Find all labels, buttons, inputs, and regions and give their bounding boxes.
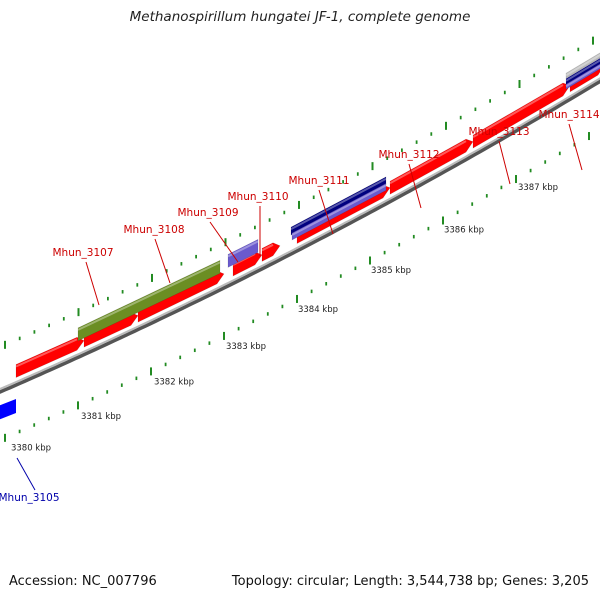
kbp-label: 3384 kbp bbox=[298, 305, 338, 315]
kbp-label: 3386 kbp bbox=[444, 226, 484, 236]
gene-label: Mhun_3110 bbox=[228, 191, 289, 203]
cds-forward-6-highlight bbox=[389, 140, 467, 185]
cds-forward-7-highlight bbox=[472, 84, 564, 138]
gene-label-leader bbox=[318, 189, 334, 235]
kbp-labels: 3380 kbp 3381 kbp 3382 kbp 3383 kbp 3384 kbp… bbox=[11, 183, 558, 453]
gene-navy-top-highlight bbox=[565, 59, 600, 82]
gene-labels: Mhun_3105 Mhun_3107 Mhun_3108 Mhun_3109 Mhun… bbox=[0, 109, 600, 504]
gene-label: Mhun_3109 bbox=[178, 207, 239, 219]
gene-label-leader bbox=[85, 261, 100, 306]
gene-purple bbox=[291, 182, 387, 241]
kbp-label: 3382 kbp bbox=[154, 377, 194, 387]
genome-backbone bbox=[0, 77, 600, 394]
kbp-label: 3385 kbp bbox=[371, 266, 411, 276]
gene-label-leader bbox=[568, 123, 583, 171]
gene-label-leader bbox=[498, 140, 511, 185]
kbp-label: 3381 kbp bbox=[81, 412, 121, 422]
gene-purple-top bbox=[565, 63, 600, 90]
gene-label-leader bbox=[209, 221, 239, 263]
gene-purple-top-highlight bbox=[565, 64, 600, 88]
cds-forward-0-highlight bbox=[15, 338, 78, 368]
upper-tick-ring bbox=[4, 36, 594, 349]
gene-label-leader bbox=[408, 163, 422, 209]
map-title: Methanospirillum hungatei JF-1, complete… bbox=[129, 9, 471, 25]
gene-grey-top-highlight bbox=[565, 53, 600, 77]
gene-features bbox=[0, 52, 600, 420]
gene-label: Mhun_3111 bbox=[289, 175, 350, 187]
cds-forward-4-highlight bbox=[261, 243, 274, 252]
gene-green bbox=[77, 259, 221, 342]
gene-purple-highlight bbox=[291, 184, 387, 236]
kbp-label: 3387 kbp bbox=[518, 183, 558, 193]
cds-forward-4 bbox=[261, 242, 281, 262]
gene-label: Mhun_3105 bbox=[0, 492, 60, 504]
gene-navy-top bbox=[565, 58, 600, 86]
cds-forward-7 bbox=[472, 82, 571, 149]
gene-purple-small bbox=[227, 238, 259, 268]
kbp-label: 3380 kbp bbox=[11, 443, 51, 453]
gene-blue-left bbox=[0, 399, 16, 420]
gene-navy-highlight bbox=[290, 178, 387, 230]
gene-green-highlight bbox=[77, 261, 221, 331]
cds-forward-6 bbox=[389, 138, 474, 195]
cds-forward-0 bbox=[15, 336, 85, 378]
topology-text: Topology: circular; Length: 3,544,738 bp… bbox=[231, 574, 589, 589]
backbone-line-outer bbox=[0, 79, 600, 394]
gene-label-leader bbox=[154, 238, 171, 284]
gene-label: Mhun_3107 bbox=[53, 247, 114, 259]
gene-label: Mhun_3108 bbox=[124, 224, 185, 236]
cds-forward-3-highlight bbox=[232, 253, 256, 266]
gene-label-leader bbox=[16, 457, 36, 491]
kbp-label: 3383 kbp bbox=[226, 342, 266, 352]
gene-purple-small-highlight bbox=[227, 240, 259, 258]
gene-label: Mhun_3113 bbox=[469, 126, 530, 138]
gene-label: Mhun_3114 bbox=[539, 109, 600, 121]
gene-grey-top bbox=[565, 52, 600, 79]
lower-tick-ring bbox=[4, 132, 590, 442]
accession-text: Accession: NC_007796 bbox=[9, 574, 157, 589]
gene-label: Mhun_3112 bbox=[379, 149, 440, 161]
backbone-line-inner bbox=[0, 77, 600, 391]
